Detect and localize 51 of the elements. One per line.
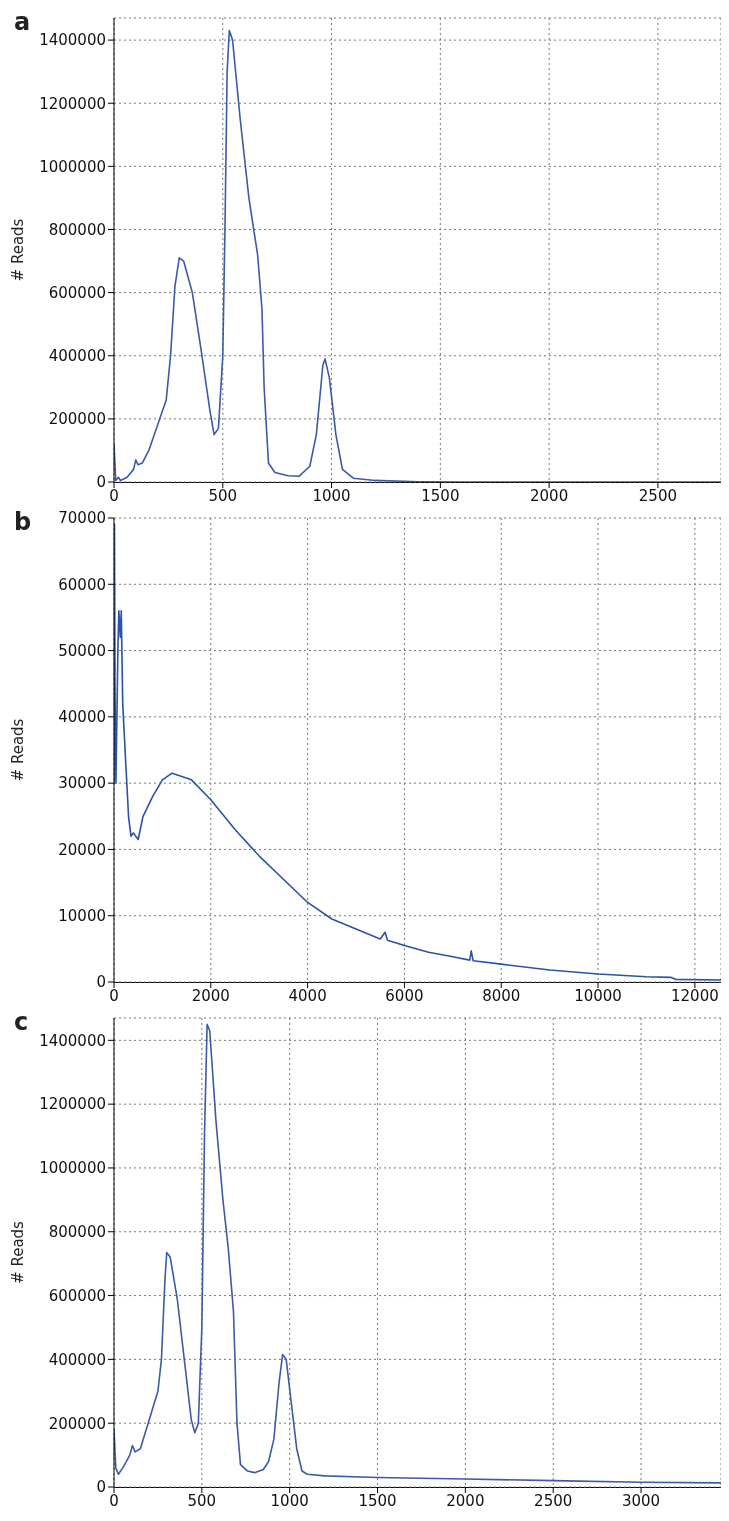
- text: c: [14, 1008, 29, 1036]
- y-tick-label: 1200000: [39, 1095, 106, 1114]
- x-tick-label: 2000: [191, 986, 230, 1005]
- x-tick-label: 500: [208, 486, 238, 505]
- x-tick-label: 0: [109, 986, 119, 1005]
- x-tick-label: 0: [109, 486, 119, 505]
- y-tick-label: 400000: [48, 1350, 106, 1369]
- x-tick-label: 0: [109, 1491, 119, 1510]
- x-tick-label: 1000: [270, 1491, 309, 1510]
- y-axis-title: # Reads: [9, 218, 28, 282]
- x-tick-label: 8000: [482, 986, 521, 1005]
- y-tick-label: 200000: [48, 410, 106, 429]
- y-tick-label: 600000: [48, 283, 106, 302]
- y-tick-label: 800000: [48, 220, 106, 239]
- y-tick-label: 50000: [58, 641, 106, 660]
- y-tick-label: 600000: [48, 1286, 106, 1305]
- y-tick-label: 800000: [48, 1223, 106, 1242]
- y-tick-label: 0: [96, 473, 106, 492]
- y-tick-label: 200000: [48, 1414, 106, 1433]
- y-tick-label: 60000: [58, 575, 106, 594]
- x-tick-label: 2000: [530, 486, 569, 505]
- x-tick-label: 3000: [621, 1491, 661, 1510]
- y-tick-label: 1200000: [39, 94, 106, 113]
- x-tick-label: 12000: [671, 986, 719, 1005]
- x-tick-label: 6000: [385, 986, 424, 1005]
- x-tick-label: 2500: [638, 486, 677, 505]
- x-tick-label: 1000: [312, 486, 351, 505]
- y-tick-label: 1400000: [39, 31, 106, 50]
- y-tick-label: 1000000: [39, 1159, 106, 1178]
- y-tick-label: 0: [96, 1478, 106, 1497]
- y-tick-label: 0: [96, 973, 106, 992]
- line-series: [114, 1023, 721, 1484]
- y-tick-label: 400000: [48, 347, 106, 366]
- x-tick-label: 10000: [574, 986, 622, 1005]
- y-tick-label: 1000000: [39, 157, 106, 176]
- x-tick-label: 2000: [446, 1491, 485, 1510]
- y-tick-label: 70000: [58, 509, 106, 528]
- y-tick-label: 40000: [58, 708, 106, 727]
- text: b: [14, 508, 32, 536]
- x-tick-label: 1500: [421, 486, 460, 505]
- y-tick-label: 10000: [58, 907, 106, 926]
- text: a: [14, 8, 31, 36]
- x-tick-label: 500: [187, 1491, 217, 1510]
- x-tick-label: 2500: [534, 1491, 573, 1510]
- y-tick-label: 30000: [58, 774, 106, 793]
- y-tick-label: 1400000: [39, 1031, 106, 1050]
- y-axis-title: # Reads: [9, 1220, 28, 1284]
- x-tick-label: 4000: [288, 986, 327, 1005]
- y-axis-title: # Reads: [9, 718, 28, 782]
- y-tick-label: 20000: [58, 840, 106, 859]
- x-tick-label: 1500: [358, 1491, 397, 1510]
